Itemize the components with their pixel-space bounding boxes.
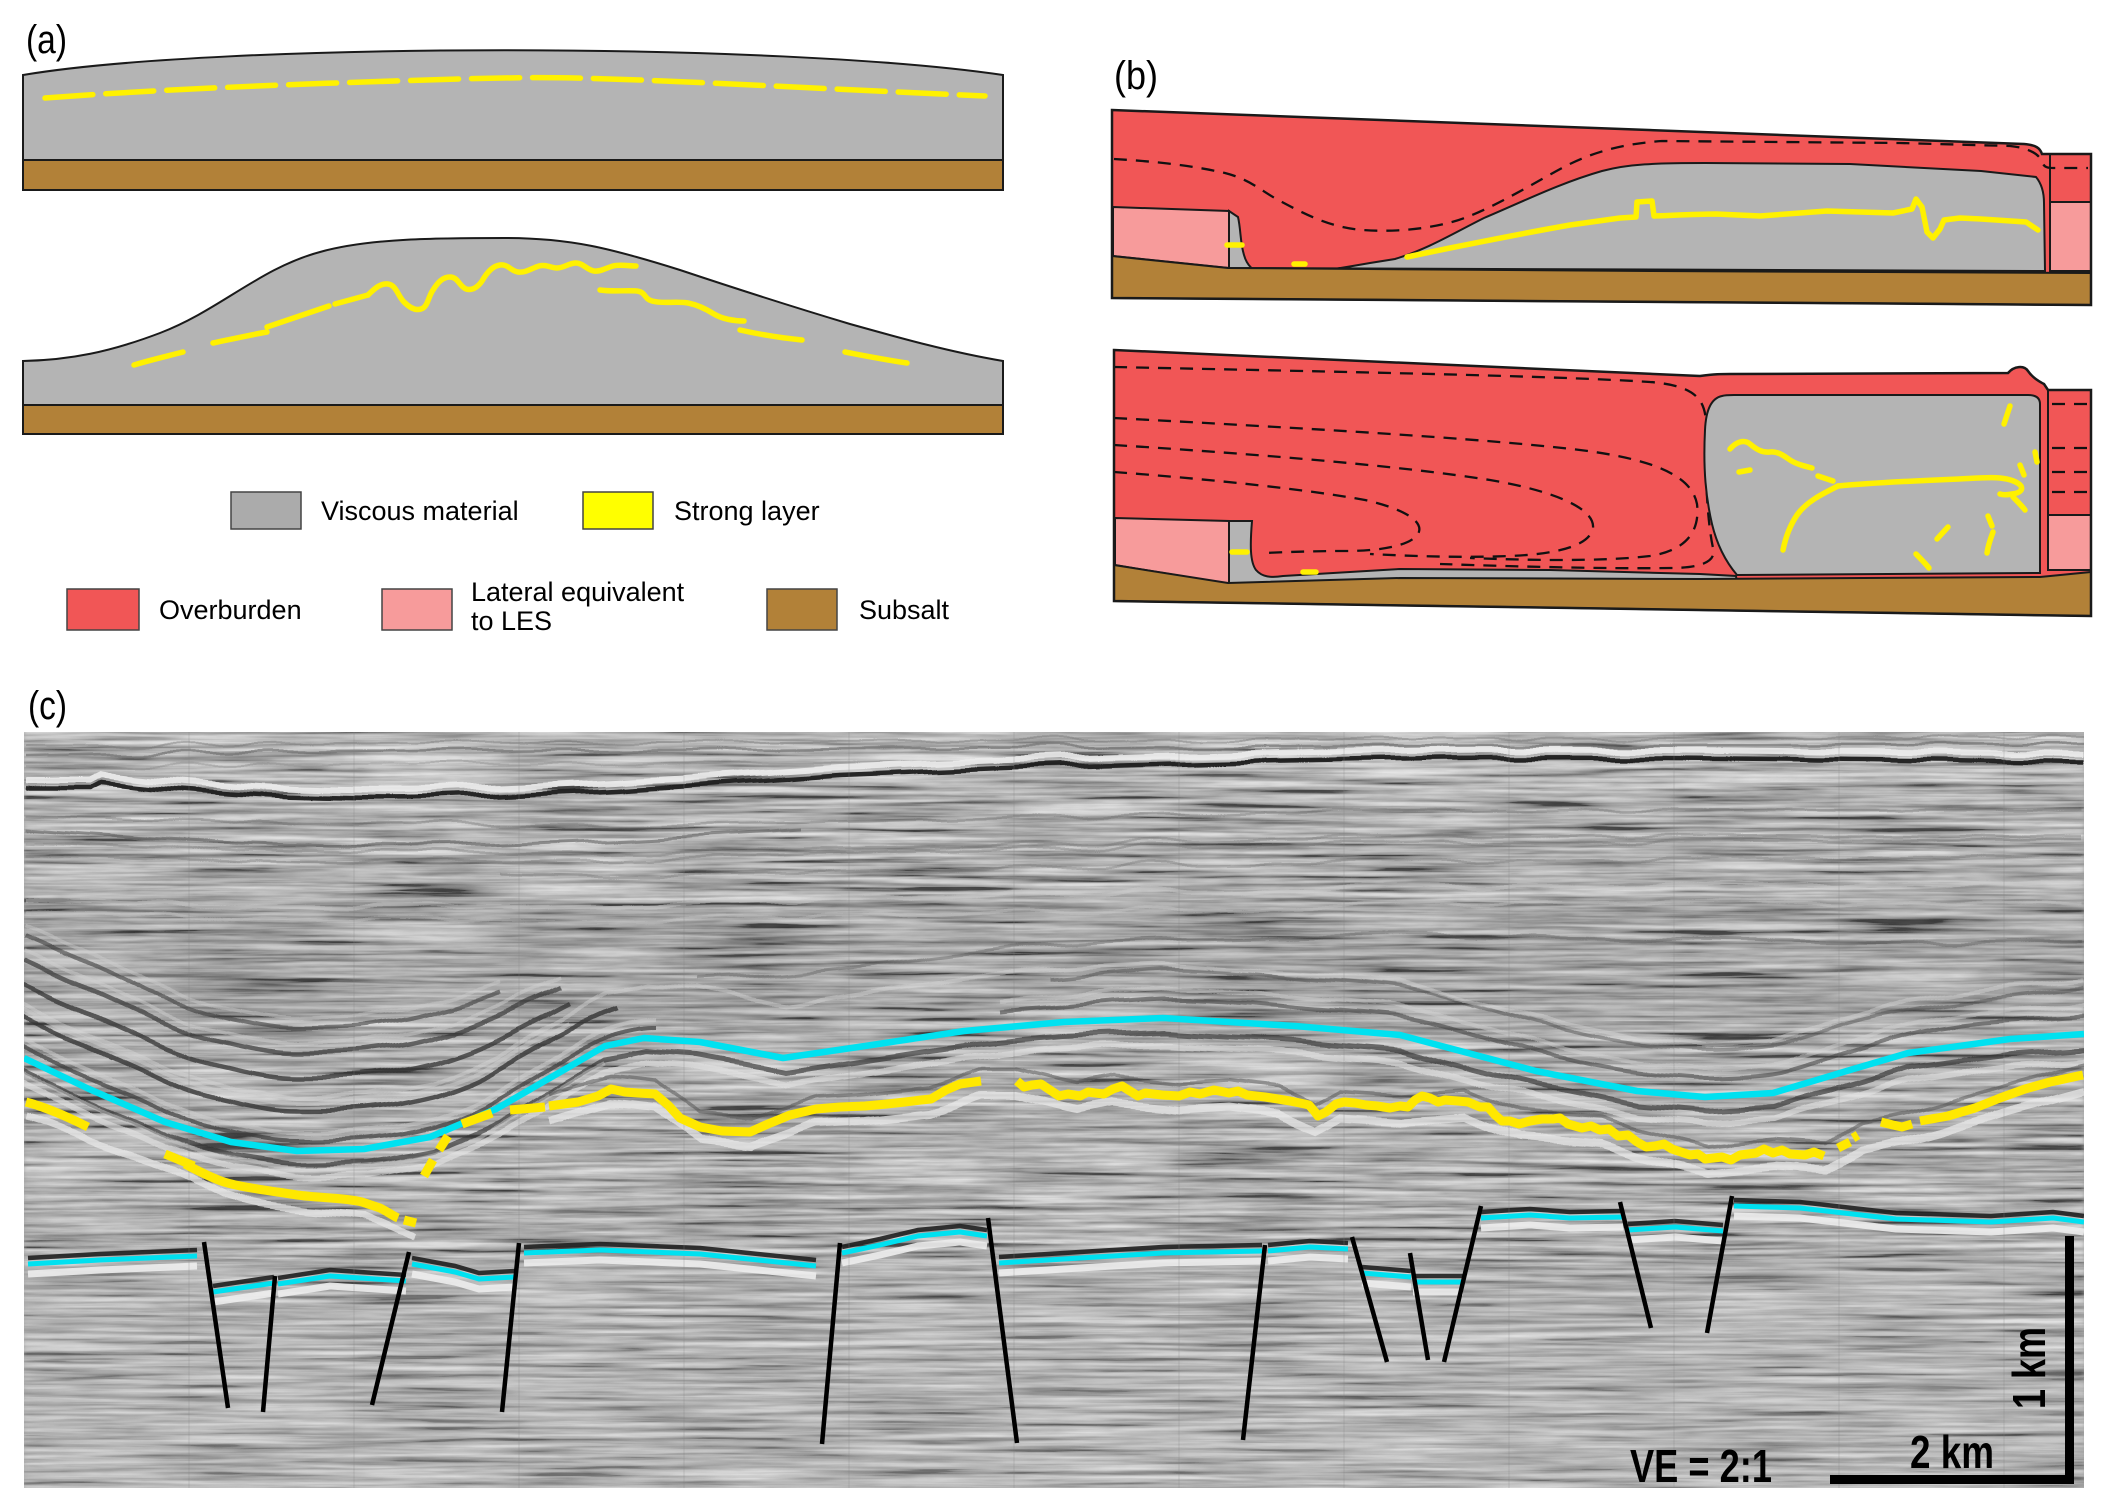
svg-text:(a): (a) <box>26 18 67 62</box>
svg-text:Strong layer: Strong layer <box>674 496 820 526</box>
svg-text:Viscous material: Viscous material <box>321 496 519 526</box>
svg-text:Overburden: Overburden <box>159 595 302 625</box>
svg-text:2 km: 2 km <box>1910 1426 1994 1478</box>
svg-text:1 km: 1 km <box>2003 1327 2055 1409</box>
svg-text:to LES: to LES <box>471 606 552 636</box>
svg-text:Subsalt: Subsalt <box>859 595 950 625</box>
svg-text:(c): (c) <box>28 684 67 728</box>
svg-text:Lateral equivalent: Lateral equivalent <box>471 577 685 607</box>
svg-text:(b): (b) <box>1114 54 1158 98</box>
svg-text:VE = 2:1: VE = 2:1 <box>1630 1440 1772 1492</box>
